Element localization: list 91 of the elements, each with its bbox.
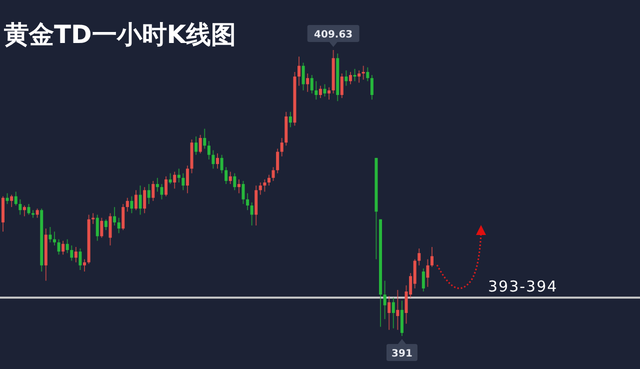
candlestick <box>258 182 262 196</box>
candlestick <box>52 231 56 246</box>
candlestick <box>203 128 206 150</box>
candlestick <box>430 246 434 268</box>
candlestick <box>250 202 254 226</box>
candlestick <box>280 137 284 157</box>
candlestick <box>366 66 370 82</box>
candlestick <box>173 171 176 190</box>
annotation: 391 <box>392 348 412 360</box>
candlestick <box>156 177 159 192</box>
candlestick <box>147 184 150 204</box>
candlestick <box>194 136 198 156</box>
candlestick <box>358 70 361 84</box>
candlestick <box>160 184 164 200</box>
candlestick <box>348 71 352 85</box>
candlestick <box>74 246 78 263</box>
candlestick <box>400 300 404 336</box>
ref-line-label: 393-394 <box>488 278 558 296</box>
candlestick <box>362 65 365 80</box>
candlestick <box>83 258 86 272</box>
chart-title: 黄金TD一小时K线图 <box>3 20 236 49</box>
candlestick <box>100 217 104 238</box>
candlestick <box>246 192 250 211</box>
candlestick <box>113 206 116 226</box>
candlestick <box>18 198 22 216</box>
candlestick <box>233 172 236 191</box>
candlestick <box>96 214 99 242</box>
candlestick <box>212 150 215 170</box>
annotation: 409.63 <box>314 30 353 40</box>
callout: 391 <box>386 339 418 361</box>
candlestick <box>48 226 52 243</box>
candlestick <box>328 86 331 100</box>
candlestick <box>122 203 125 231</box>
candlestick <box>392 297 395 329</box>
candlestick <box>138 185 142 216</box>
candlestick <box>108 212 112 246</box>
candlestick <box>168 172 172 185</box>
candlestick <box>6 192 9 204</box>
candlestick <box>353 68 356 82</box>
candlestick <box>182 172 185 191</box>
candlestick <box>177 168 180 183</box>
candlestick <box>152 180 155 202</box>
candlestick <box>104 218 108 231</box>
candlestick <box>306 72 310 92</box>
candlestick <box>298 56 301 86</box>
candlestick <box>186 165 189 194</box>
candlestick <box>198 134 202 154</box>
candlestick <box>263 178 266 192</box>
candlestick <box>267 174 270 186</box>
candlestick <box>323 84 326 98</box>
candlestick <box>224 166 228 185</box>
candlestick <box>220 154 224 174</box>
candlestick <box>388 296 391 330</box>
candlestick <box>92 212 95 224</box>
candlestick <box>164 176 168 197</box>
candlestick <box>302 62 305 91</box>
candlestick <box>314 80 318 100</box>
candlestick <box>10 194 14 208</box>
candlestick <box>318 85 322 99</box>
candlestick <box>22 205 26 217</box>
candlestick <box>207 140 210 160</box>
candlestick <box>27 203 30 216</box>
candlestick <box>66 238 69 254</box>
candlestick <box>126 197 129 212</box>
candlestick <box>370 74 374 100</box>
candlestick <box>344 70 348 86</box>
candlestick <box>70 244 74 262</box>
candlestick <box>422 268 425 292</box>
candlestick <box>62 240 65 256</box>
candlestick <box>134 190 138 211</box>
candlestick <box>426 258 430 288</box>
candlestick <box>228 171 232 185</box>
candlestick <box>310 74 314 94</box>
candlestick <box>418 248 421 266</box>
candlestick <box>383 280 386 320</box>
candlestick <box>143 186 146 214</box>
candlestick <box>340 72 344 99</box>
candlestick <box>396 289 400 330</box>
candlestick <box>57 238 60 256</box>
candlestick <box>36 208 39 218</box>
candlestick <box>288 111 292 128</box>
candlestick <box>78 248 82 270</box>
candlestick <box>14 191 18 206</box>
candlestick <box>216 152 219 170</box>
candlestick <box>242 180 245 204</box>
candlestick <box>237 178 240 194</box>
candlestick <box>117 217 120 234</box>
candlestick <box>130 196 134 214</box>
candlestick <box>276 148 280 174</box>
callout: 409.63 <box>307 25 360 47</box>
candlestick <box>272 166 275 182</box>
